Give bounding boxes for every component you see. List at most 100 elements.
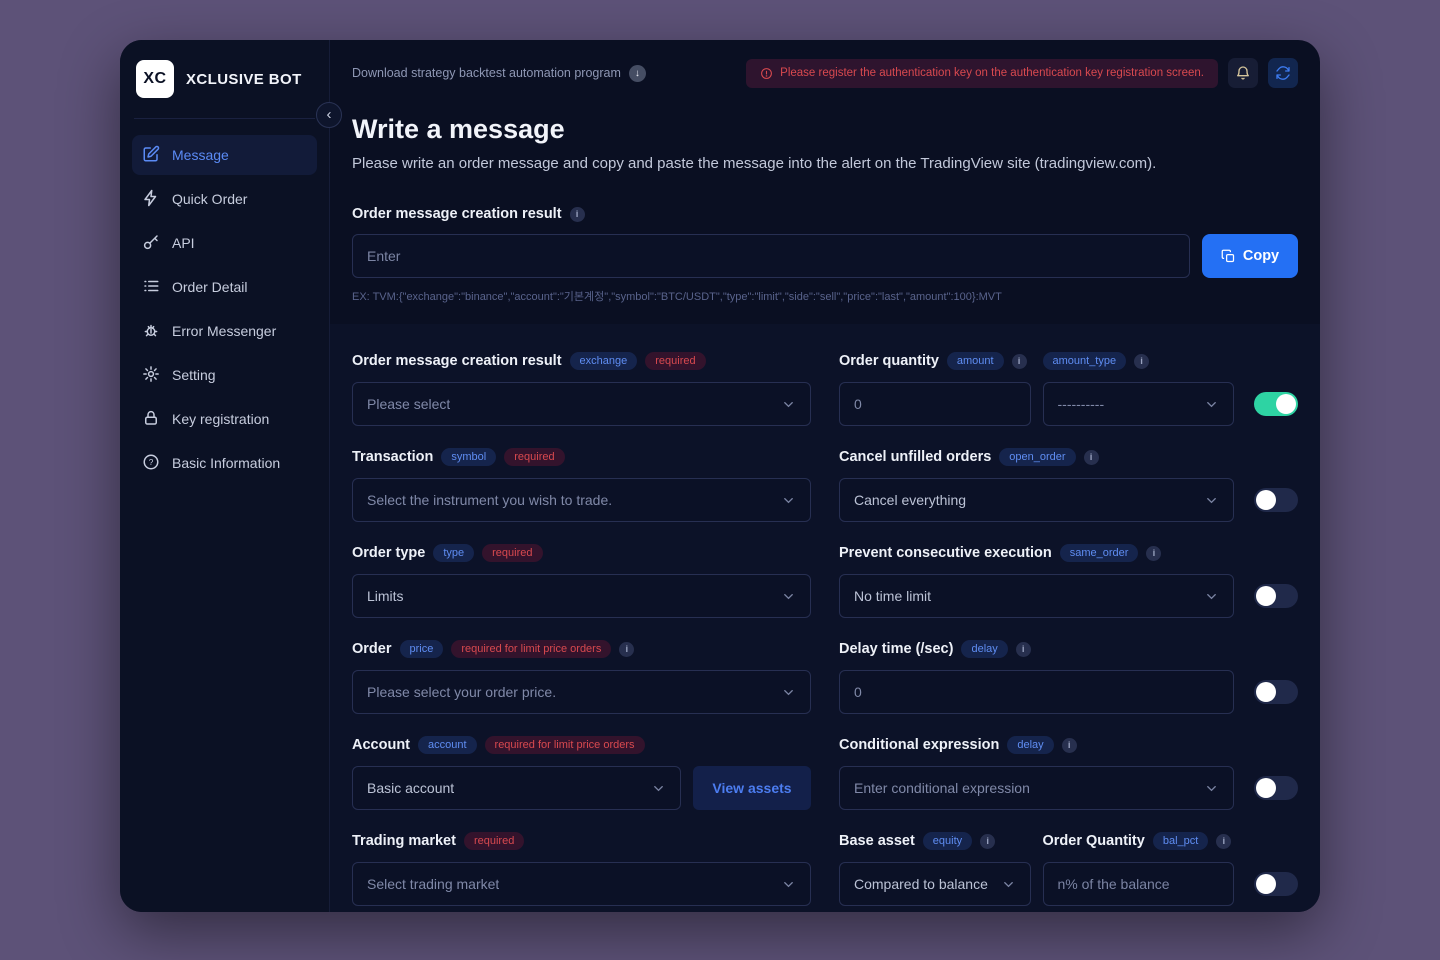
info-icon[interactable]: i <box>1216 833 1232 849</box>
info-icon[interactable]: i <box>1015 641 1031 657</box>
brand-logo: XC <box>136 60 174 98</box>
field-account: Account account required for limit price… <box>352 736 811 810</box>
topbar: Download strategy backtest automation pr… <box>330 40 1320 92</box>
bug-icon <box>142 321 160 342</box>
param-badge: amount_type <box>1042 352 1127 370</box>
exchange-select[interactable]: Please select <box>352 382 811 426</box>
account-select[interactable]: Basic account <box>352 766 681 810</box>
amount-type-select[interactable]: ---------- <box>1042 382 1234 426</box>
required-badge: required for limit price orders <box>484 736 645 754</box>
sidebar-item-order-detail[interactable]: Order Detail <box>132 267 317 307</box>
required-badge: required <box>482 544 543 562</box>
prevent-consecutive-select[interactable]: No time limit <box>839 574 1234 618</box>
field-order-price: Order price required for limit price ord… <box>352 640 811 714</box>
chevron-down-icon <box>1207 497 1216 503</box>
order-form-panel: Order message creation result exchange r… <box>330 324 1320 912</box>
balance-percent-input[interactable] <box>1042 862 1234 906</box>
info-icon[interactable]: i <box>1134 353 1150 369</box>
page-subtitle: Please write an order message and copy a… <box>352 155 1157 172</box>
conditional-expression-select[interactable]: Enter conditional expression <box>839 766 1234 810</box>
order-price-select[interactable]: Please select your order price. <box>352 670 811 714</box>
sidebar-item-error-messenger[interactable]: Error Messenger <box>132 311 317 351</box>
view-assets-button[interactable]: View assets <box>693 766 811 810</box>
sidebar-item-label: Message <box>172 147 229 163</box>
example-message: EX: TVM:{"exchange":"binance","account":… <box>352 291 1002 303</box>
download-link-label: Download strategy backtest automation pr… <box>352 66 621 80</box>
result-label-row: Order message creation result i <box>352 206 1298 222</box>
field-label: Account <box>352 737 410 753</box>
chevron-down-icon <box>654 785 663 791</box>
sidebar-collapse-button[interactable]: ‹ <box>316 102 342 128</box>
param-badge: symbol <box>441 448 497 466</box>
svg-text:?: ? <box>149 458 154 467</box>
required-badge: required <box>504 448 565 466</box>
info-icon[interactable]: i <box>1146 545 1162 561</box>
chevron-down-icon <box>1207 401 1216 407</box>
order-quantity-toggle[interactable] <box>1254 392 1298 416</box>
copy-button-label: Copy <box>1242 248 1280 264</box>
base-asset-select[interactable]: Compared to balance <box>839 862 1031 906</box>
cancel-unfilled-toggle[interactable] <box>1254 488 1298 512</box>
sidebar-item-quick-order[interactable]: Quick Order <box>132 179 317 219</box>
auth-key-warning: Please register the authentication key o… <box>746 58 1218 88</box>
notifications-button[interactable] <box>1228 58 1258 88</box>
copy-button[interactable]: Copy <box>1202 234 1298 278</box>
info-icon[interactable]: i <box>1011 353 1027 369</box>
bell-icon <box>1237 66 1249 80</box>
sidebar-item-label: Key registration <box>172 411 270 427</box>
field-base-asset-group: Base asset equity i Compared to balance <box>839 832 1298 906</box>
chevron-left-icon: ‹ <box>326 105 332 123</box>
param-badge: bal_pct <box>1152 832 1209 850</box>
order-quantity-input[interactable] <box>839 382 1031 426</box>
copy-icon <box>1221 249 1234 262</box>
sidebar-item-setting[interactable]: Setting <box>132 355 317 395</box>
field-label: Conditional expression <box>839 737 1000 753</box>
refresh-icon <box>1276 66 1290 80</box>
download-link[interactable]: Download strategy backtest automation pr… <box>352 64 646 82</box>
delay-time-toggle[interactable] <box>1254 680 1298 704</box>
chevron-down-icon <box>1207 593 1216 599</box>
order-type-select[interactable]: Limits <box>352 574 811 618</box>
param-badge: type <box>433 544 475 562</box>
result-input[interactable] <box>352 234 1190 278</box>
sidebar-item-api[interactable]: API <box>132 223 317 263</box>
sidebar-item-basic-information[interactable]: ? Basic Information <box>132 443 317 483</box>
info-icon[interactable]: i <box>1061 737 1077 753</box>
field-delay-time: Delay time (/sec) delay i <box>839 640 1298 714</box>
delay-time-input[interactable] <box>839 670 1234 714</box>
base-asset-toggle[interactable] <box>1254 872 1298 896</box>
param-badge: price <box>399 640 444 658</box>
trading-market-select[interactable]: Select trading market <box>352 862 811 906</box>
param-badge: exchange <box>569 352 638 370</box>
param-badge: same_order <box>1059 544 1139 562</box>
field-label: Base asset <box>839 833 915 849</box>
required-badge: required <box>645 352 706 370</box>
cancel-unfilled-select[interactable]: Cancel everything <box>839 478 1234 522</box>
info-icon[interactable]: i <box>619 641 635 657</box>
refresh-button[interactable] <box>1268 58 1298 88</box>
info-icon[interactable]: i <box>1083 449 1099 465</box>
field-transaction: Transaction symbol required Select the i… <box>352 448 811 522</box>
param-badge: amount <box>946 352 1004 370</box>
sidebar-item-message[interactable]: Message <box>132 135 317 175</box>
warning-text: Please register the authentication key o… <box>780 67 1204 79</box>
conditional-expression-toggle[interactable] <box>1254 776 1298 800</box>
prevent-consecutive-toggle[interactable] <box>1254 584 1298 608</box>
chevron-down-icon <box>784 689 793 695</box>
sidebar-item-label: Error Messenger <box>172 323 277 339</box>
chevron-down-icon <box>1003 881 1013 887</box>
transaction-select[interactable]: Select the instrument you wish to trade. <box>352 478 811 522</box>
chevron-down-icon <box>784 881 793 887</box>
page-title: Write a message <box>352 114 565 144</box>
list-icon <box>142 277 160 298</box>
param-badge: open_order <box>999 448 1076 466</box>
field-conditional-expression: Conditional expression delay i Enter con… <box>839 736 1298 810</box>
sidebar-item-key-registration[interactable]: Key registration <box>132 399 317 439</box>
chevron-down-icon <box>1207 785 1216 791</box>
info-icon[interactable]: i <box>569 206 585 222</box>
sidebar-item-label: Basic Information <box>172 455 281 471</box>
field-order-quantity: Order quantity amount i amount_type i <box>839 352 1298 426</box>
lock-icon <box>142 409 160 430</box>
info-icon[interactable]: i <box>980 833 996 849</box>
field-label: Order message creation result <box>352 353 562 369</box>
